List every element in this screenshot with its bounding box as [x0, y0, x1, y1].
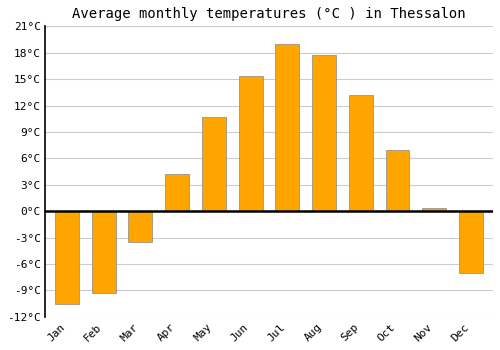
Bar	[386, 149, 409, 211]
Bar	[312, 55, 336, 211]
Bar	[202, 117, 226, 211]
Bar	[349, 95, 372, 211]
Title: Average monthly temperatures (°C ) in Thessalon: Average monthly temperatures (°C ) in Th…	[72, 7, 466, 21]
Bar	[238, 76, 262, 211]
Bar	[55, 211, 79, 303]
Bar	[92, 211, 116, 293]
Bar	[422, 208, 446, 211]
Bar	[128, 211, 152, 242]
Bar	[459, 211, 483, 273]
Bar	[165, 174, 189, 211]
Bar	[276, 44, 299, 211]
